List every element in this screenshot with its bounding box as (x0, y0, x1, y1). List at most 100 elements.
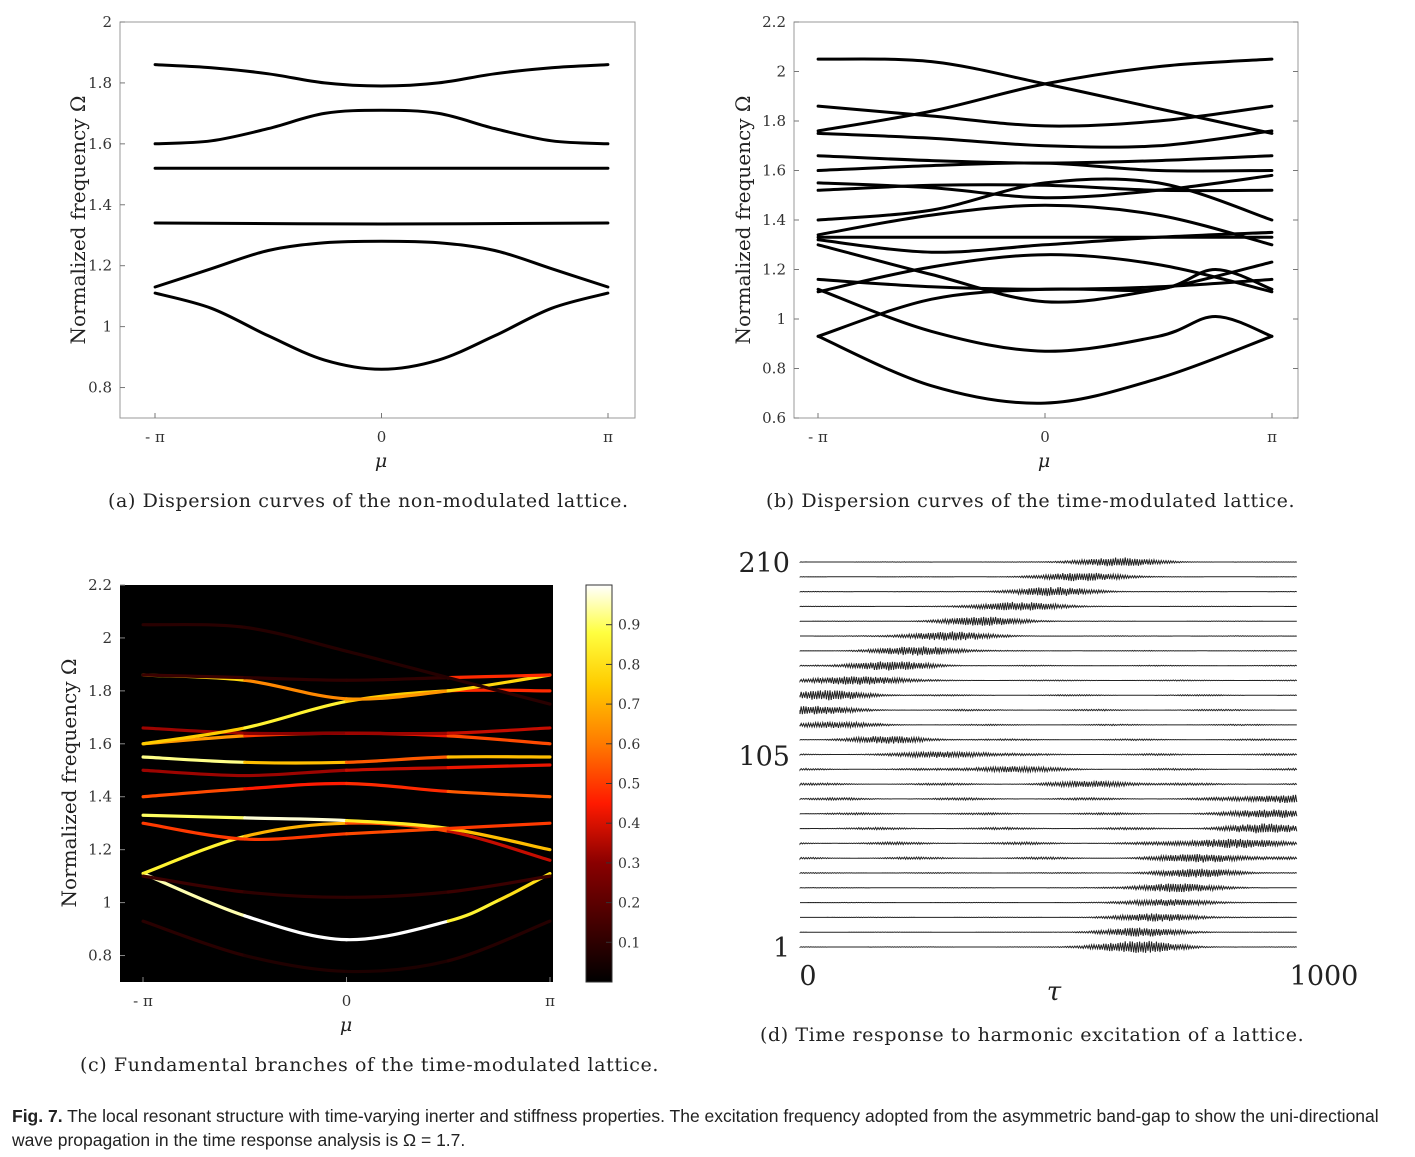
panel-b-curves (816, 57, 1274, 405)
panel-a-y-label: Normalized frequency Ω (66, 96, 90, 345)
dispersion-curve-12 (816, 173, 1274, 200)
y-tick-label: 1.2 (88, 257, 112, 275)
y-tick-label: 1.2 (762, 261, 786, 279)
y-tick-label: 0.8 (88, 947, 112, 965)
dispersion-curve-6 (153, 63, 610, 88)
branch-segment (344, 890, 450, 899)
branch-segment (141, 755, 247, 764)
dispersion-curve-15 (816, 129, 1274, 149)
branch-segment (141, 919, 247, 958)
time-trace-15 (799, 735, 1297, 745)
time-trace-24 (799, 601, 1297, 611)
branch-segment (141, 622, 247, 629)
panel-b-plot-box (793, 21, 1299, 419)
branch-segment (344, 755, 450, 764)
time-trace-9 (799, 823, 1298, 834)
branch-segment (446, 763, 552, 770)
panel-a-y-ticks: 0.8 1 1.2 1.4 1.6 1.8 2 (88, 13, 125, 397)
dispersion-curve-4 (816, 277, 1274, 291)
x-tick-label: π (1267, 428, 1277, 446)
branch-segment (446, 726, 552, 735)
x-tick-label: - π (133, 992, 153, 1010)
dispersion-curve-5 (153, 108, 610, 146)
branch-segment (243, 832, 349, 842)
figure-caption-label: Fig. 7. (12, 1106, 63, 1126)
branch-segment (243, 760, 349, 765)
branch-3 (141, 813, 552, 852)
caption-d: (d) Time response to harmonic excitation… (760, 1024, 1305, 1046)
dispersion-curve-7 (816, 203, 1274, 247)
x-tick-label: - π (145, 428, 165, 446)
y-tick-label: 210 (738, 548, 790, 579)
colorbar-ticks: 0.1 0.2 0.3 0.4 0.5 0.6 0.7 0.8 0.9 (606, 618, 640, 951)
branch-14 (141, 622, 552, 706)
branch-segment (141, 813, 247, 820)
branch-segment (446, 874, 552, 894)
branch-segment (344, 676, 450, 682)
panel-d-x-ticks: 0 1000 (799, 961, 1358, 992)
branch-segment (141, 726, 247, 735)
y-tick-label: 0.8 (88, 379, 112, 397)
time-trace-10 (799, 809, 1298, 819)
time-trace-6 (799, 868, 1298, 878)
panel-b: 0.6 0.8 1 1.2 1.4 1.6 1.8 2 2.2 - π 0 π Normalized… (731, 13, 1299, 472)
colorbar-tick-label: 0.7 (618, 697, 640, 713)
time-trace-13 (799, 764, 1298, 774)
caption-b: (b) Dispersion curves of the time-modula… (766, 490, 1296, 512)
time-trace-12 (799, 779, 1298, 789)
branch-segment (141, 768, 247, 778)
branch-segment (344, 649, 450, 680)
y-tick-label: 0.8 (762, 360, 786, 378)
panel-d-y-ticks: 1 105 210 (738, 548, 790, 964)
dispersion-curve-5 (816, 253, 1274, 294)
time-trace-1 (799, 940, 1297, 954)
colorbar-tick-label: 0.2 (618, 896, 640, 912)
time-trace-8 (799, 838, 1298, 849)
branch-segment (344, 818, 450, 831)
time-trace-19 (799, 676, 1298, 685)
branch-4 (141, 821, 552, 842)
time-trace-23 (799, 616, 1297, 626)
y-tick-label: 1.6 (88, 135, 112, 153)
colorbar-tick-label: 0.8 (618, 657, 640, 673)
y-tick-label: 105 (738, 741, 790, 772)
y-tick-label: 2 (102, 13, 112, 31)
figure-caption: Fig. 7. The local resonant structure wit… (12, 1104, 1412, 1152)
branch-segment (141, 787, 247, 799)
figure-caption-text: The local resonant structure with time-v… (12, 1106, 1379, 1150)
dispersion-curve-3 (816, 287, 1274, 353)
dispersion-curve-3 (153, 221, 610, 226)
branch-segment (446, 919, 552, 963)
dispersion-curve-16 (816, 57, 1274, 133)
colorbar-tick-label: 0.5 (618, 777, 640, 793)
time-trace-4 (800, 898, 1297, 907)
branch-segment (446, 673, 552, 680)
branch-5 (141, 781, 552, 799)
branch-segment (243, 676, 349, 682)
branch-15 (141, 919, 552, 974)
panel-b-y-ticks: 0.6 0.8 1 1.2 1.4 1.6 1.8 2 2.2 (762, 13, 1298, 427)
branch-6 (141, 755, 552, 765)
x-tick-label: 0 (799, 961, 816, 992)
panel-a: 0.8 1 1.2 1.4 1.6 1.8 2 - π 0 π Normalized frequ… (66, 13, 636, 472)
y-tick-label: 2 (776, 63, 786, 81)
dispersion-curve-9 (816, 230, 1274, 254)
x-tick-label: 0 (1040, 428, 1050, 446)
branch-segment (446, 829, 552, 862)
y-tick-label: 0.6 (762, 409, 786, 427)
branch-segment (344, 766, 450, 772)
panel-b-y-label: Normalized frequency Ω (731, 96, 755, 345)
panel-c-x-ticks: - π 0 π (133, 977, 555, 1010)
time-trace-16 (799, 720, 1297, 730)
branch-7 (141, 763, 552, 778)
time-trace-22 (800, 631, 1297, 641)
time-trace-2 (799, 927, 1297, 937)
y-tick-label: 1 (102, 894, 112, 912)
time-trace-25 (799, 587, 1297, 597)
panel-a-curves (153, 63, 610, 371)
branch-segment (243, 625, 349, 653)
branch-segment (344, 781, 450, 794)
dispersion-curve-6 (816, 243, 1274, 304)
branch-segment (243, 816, 349, 823)
colorbar-tick-label: 0.4 (618, 816, 640, 832)
